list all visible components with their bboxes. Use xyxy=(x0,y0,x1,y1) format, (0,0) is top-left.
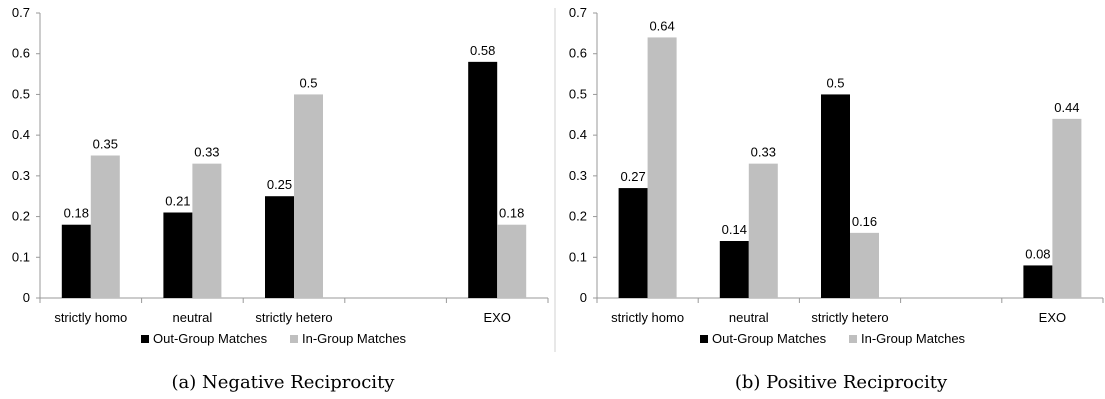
bar-in-group xyxy=(497,224,527,298)
data-label: 0.08 xyxy=(1025,246,1050,261)
legend-swatch-out-group xyxy=(141,335,149,343)
bar-in-group xyxy=(647,37,677,299)
data-label: 0.25 xyxy=(267,177,292,192)
data-label: 0.33 xyxy=(751,145,776,160)
bar-out-group xyxy=(61,224,91,298)
bar-out-group xyxy=(163,212,193,298)
data-label: 0.5 xyxy=(826,75,844,90)
chart-negative-reciprocity: 0 0.1 0.2 0.3 0.4 0.5 0.6 0.7 strictly homo 0.18 0… xyxy=(12,5,549,393)
x-tick-label: EXO xyxy=(483,310,510,325)
x-tick-label: strictly hetero xyxy=(811,310,888,325)
bar-out-group xyxy=(719,241,749,298)
data-label: 0.58 xyxy=(470,43,495,58)
y-tick-label: 0.6 xyxy=(569,46,587,61)
data-label: 0.33 xyxy=(194,145,219,160)
y-tick-label: 0.2 xyxy=(569,209,587,224)
data-label: 0.35 xyxy=(93,137,118,152)
data-label: 0.16 xyxy=(852,214,877,229)
y-tick-label: 0.5 xyxy=(12,86,30,101)
x-tick-label: neutral xyxy=(729,310,769,325)
y-tick-label: 0.7 xyxy=(569,5,587,20)
legend-label-in-group: In-Group Matches xyxy=(861,331,966,346)
y-tick-label: 0 xyxy=(23,290,30,305)
bar-in-group xyxy=(294,94,323,298)
legend-swatch-in-group xyxy=(290,335,298,343)
data-label: 0.18 xyxy=(64,206,89,221)
legend-swatch-in-group xyxy=(849,335,857,343)
legend-label-in-group: In-Group Matches xyxy=(302,331,407,346)
y-tick-label: 0.1 xyxy=(569,249,587,264)
y-tick-label: 0.5 xyxy=(569,86,587,101)
y-tick-label: 0.6 xyxy=(12,46,30,61)
y-tick-label: 0.3 xyxy=(569,168,587,183)
y-tick-label: 0.7 xyxy=(12,5,30,20)
chart-positive-reciprocity: 0 0.1 0.2 0.3 0.4 0.5 0.6 0.7 strictly homo 0.27 0… xyxy=(569,5,1104,393)
data-label: 0.5 xyxy=(299,75,317,90)
x-tick-label: neutral xyxy=(173,310,213,325)
y-tick-label: 0.4 xyxy=(12,127,30,142)
bar-in-group xyxy=(192,163,222,298)
x-tick-label: strictly homo xyxy=(54,310,127,325)
bar-in-group xyxy=(90,155,120,298)
x-tick-label: strictly homo xyxy=(611,310,684,325)
data-label: 0.21 xyxy=(165,194,190,209)
y-tick-label: 0.1 xyxy=(12,249,30,264)
bar-out-group xyxy=(618,188,648,298)
data-label: 0.18 xyxy=(499,206,524,221)
bar-out-group xyxy=(1023,265,1053,298)
bar-in-group xyxy=(748,163,778,298)
bar-in-group xyxy=(1052,118,1082,298)
data-label: 0.27 xyxy=(620,169,645,184)
data-label: 0.14 xyxy=(722,222,747,237)
y-tick-label: 0.4 xyxy=(569,127,587,142)
figure-caption: (a) Negative Reciprocity xyxy=(172,372,396,393)
y-tick-label: 0.3 xyxy=(12,168,30,183)
y-tick-label: 0.2 xyxy=(12,209,30,224)
legend-swatch-out-group xyxy=(700,335,708,343)
x-tick-label: strictly hetero xyxy=(255,310,332,325)
bar-in-group xyxy=(850,232,879,298)
bar-out-group xyxy=(265,196,294,298)
legend-label-out-group: Out-Group Matches xyxy=(153,331,268,346)
x-tick-label: EXO xyxy=(1039,310,1066,325)
data-label: 0.44 xyxy=(1054,100,1079,115)
data-label: 0.64 xyxy=(649,18,674,33)
bar-out-group xyxy=(468,61,498,298)
bar-out-group xyxy=(821,94,850,298)
y-tick-label: 0 xyxy=(580,290,587,305)
legend-label-out-group: Out-Group Matches xyxy=(712,331,827,346)
figure-caption: (b) Positive Reciprocity xyxy=(735,372,948,393)
